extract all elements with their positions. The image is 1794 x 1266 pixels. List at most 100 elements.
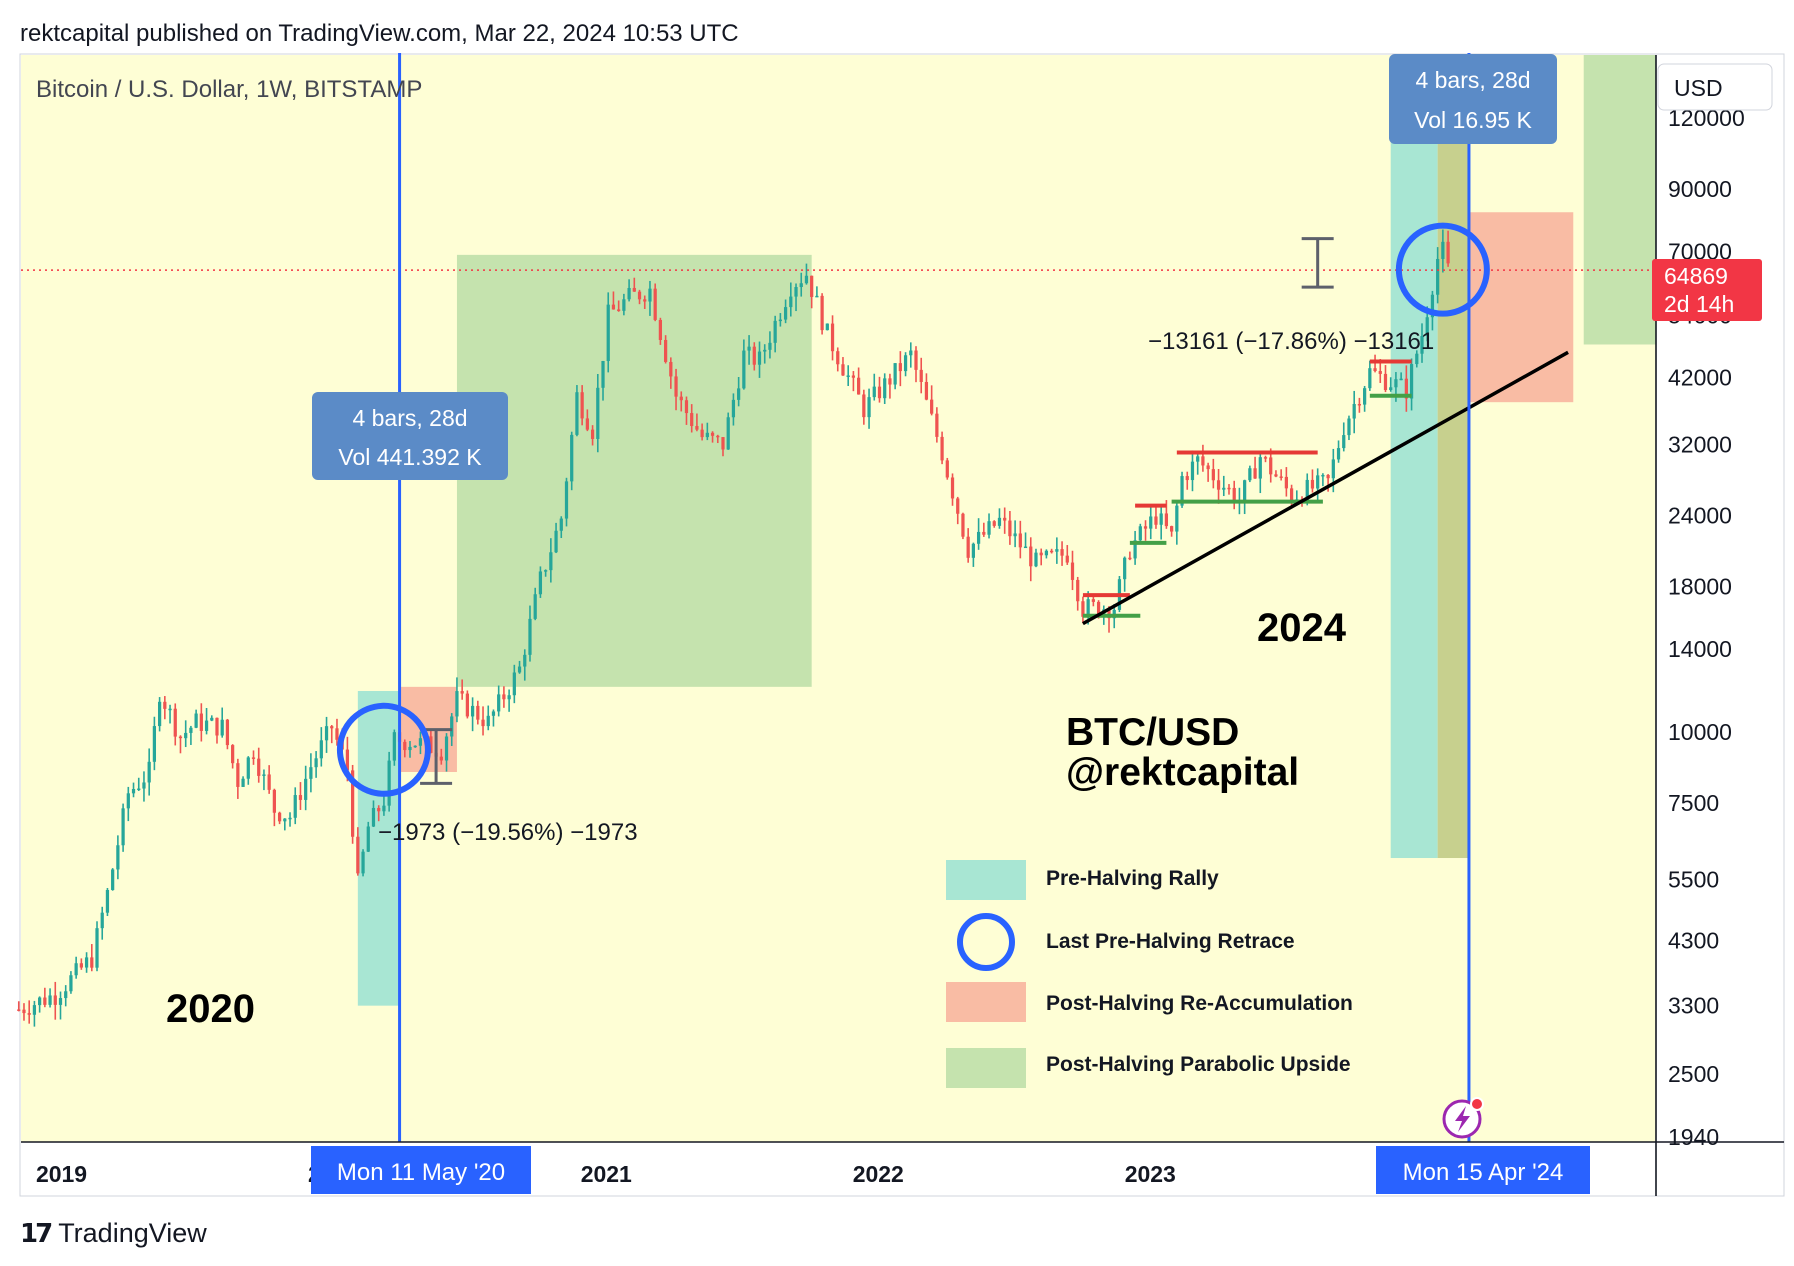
candle-42 <box>236 758 240 799</box>
last-price-value: 64869 <box>1664 263 1728 289</box>
candle-9 <box>64 985 68 1007</box>
y-tick-7500: 7500 <box>1668 790 1719 816</box>
candle-88 <box>476 700 480 725</box>
tradingview-footer[interactable]: 17 TradingView <box>20 1218 207 1249</box>
candle-69 <box>377 805 381 822</box>
candle-257 <box>1357 397 1362 413</box>
candle-203 <box>1076 576 1080 611</box>
zone-post-halving-re-accumulation-5 <box>1468 212 1574 403</box>
candle-14 <box>90 944 94 972</box>
candle-146 <box>778 313 782 327</box>
candle-5 <box>43 987 47 1008</box>
legend-swatch-retrace-circle <box>957 913 1015 971</box>
candle-136 <box>726 412 730 450</box>
candle-18 <box>111 868 115 891</box>
candle-154 <box>820 293 824 335</box>
candle-120 <box>643 295 647 309</box>
candle-173 <box>919 357 923 394</box>
svg-text:Vol 441.392 K: Vol 441.392 K <box>338 444 482 470</box>
candle-171 <box>909 342 913 368</box>
date-marker-2020-label: Mon 11 May '20 <box>311 1146 531 1194</box>
legend-label-last-retrace: Last Pre-Halving Retrace <box>1046 930 1295 953</box>
candle-15 <box>95 921 99 972</box>
y-tick-90000: 90000 <box>1668 176 1732 202</box>
candle-56 <box>309 753 313 793</box>
candle-187 <box>992 520 996 528</box>
candle-41 <box>231 744 235 769</box>
candle-199 <box>1055 537 1059 564</box>
candle-103 <box>554 522 558 554</box>
candle-174 <box>924 373 929 401</box>
candle-229 <box>1211 458 1215 489</box>
candle-114 <box>611 291 616 310</box>
candle-221 <box>1169 525 1174 537</box>
candle-267 <box>1409 358 1414 411</box>
candle-254 <box>1342 422 1346 452</box>
candle-105 <box>564 477 569 527</box>
candle-163 <box>867 388 871 429</box>
candle-227 <box>1201 444 1205 472</box>
candle-39 <box>220 707 224 738</box>
candle-38 <box>215 717 219 744</box>
candle-25 <box>147 748 151 796</box>
candle-142 <box>757 341 762 378</box>
y-tick-1940: 1940 <box>1668 1124 1719 1150</box>
candle-198 <box>1050 548 1054 554</box>
y-tick-14000: 14000 <box>1668 636 1732 662</box>
candle-250 <box>1321 473 1325 487</box>
y-tick-10000: 10000 <box>1668 719 1732 745</box>
candle-81 <box>439 748 443 765</box>
candle-30 <box>173 703 177 746</box>
candle-32 <box>184 720 188 748</box>
candle-51 <box>283 818 287 831</box>
candle-180 <box>956 496 960 525</box>
candle-188 <box>997 508 1002 529</box>
candle-255 <box>1347 415 1351 441</box>
candle-219 <box>1159 504 1163 540</box>
candle-169 <box>898 351 902 387</box>
candle-194 <box>1029 537 1033 582</box>
candle-161 <box>857 367 861 395</box>
candle-183 <box>971 542 976 567</box>
candle-176 <box>935 407 939 443</box>
candle-170 <box>903 352 908 377</box>
candle-128 <box>684 396 689 425</box>
candle-75 <box>408 741 412 758</box>
year-label-2024: 2024 <box>1257 606 1347 650</box>
candle-29 <box>168 704 172 724</box>
candle-70 <box>382 794 386 816</box>
zone-post-halving-parabolic-upside-2 <box>456 254 812 687</box>
x-tick-2019: 2019 <box>36 1161 87 1187</box>
candle-109 <box>585 409 589 432</box>
candle-2 <box>27 1000 31 1024</box>
candle-99 <box>533 587 537 621</box>
candle-36 <box>204 708 209 735</box>
candle-11 <box>74 956 78 979</box>
candle-45 <box>251 750 256 765</box>
candle-274 <box>1446 230 1450 267</box>
candle-7 <box>53 981 57 1020</box>
plot-background <box>21 55 1656 1142</box>
candle-97 <box>523 649 527 681</box>
currency-button[interactable]: USD <box>1657 63 1773 111</box>
candle-268 <box>1415 350 1419 368</box>
candle-251 <box>1326 474 1330 492</box>
x-tick-2021: 2021 <box>581 1161 632 1187</box>
bar-countdown: 2d 14h <box>1664 291 1734 317</box>
candle-269 <box>1420 323 1424 363</box>
candle-57 <box>314 751 318 778</box>
candle-53 <box>293 787 297 825</box>
candle-74 <box>403 739 407 758</box>
candle-236 <box>1248 465 1252 483</box>
candle-266 <box>1404 365 1408 412</box>
y-tick-42000: 42000 <box>1668 364 1732 390</box>
lightning-alert-icon[interactable] <box>1442 1097 1484 1139</box>
candle-143 <box>763 344 767 364</box>
candle-213 <box>1128 551 1132 561</box>
candle-37 <box>210 715 214 722</box>
candle-237 <box>1253 456 1257 479</box>
candle-155 <box>825 323 829 331</box>
candle-249 <box>1316 468 1320 504</box>
candle-23 <box>137 777 141 791</box>
